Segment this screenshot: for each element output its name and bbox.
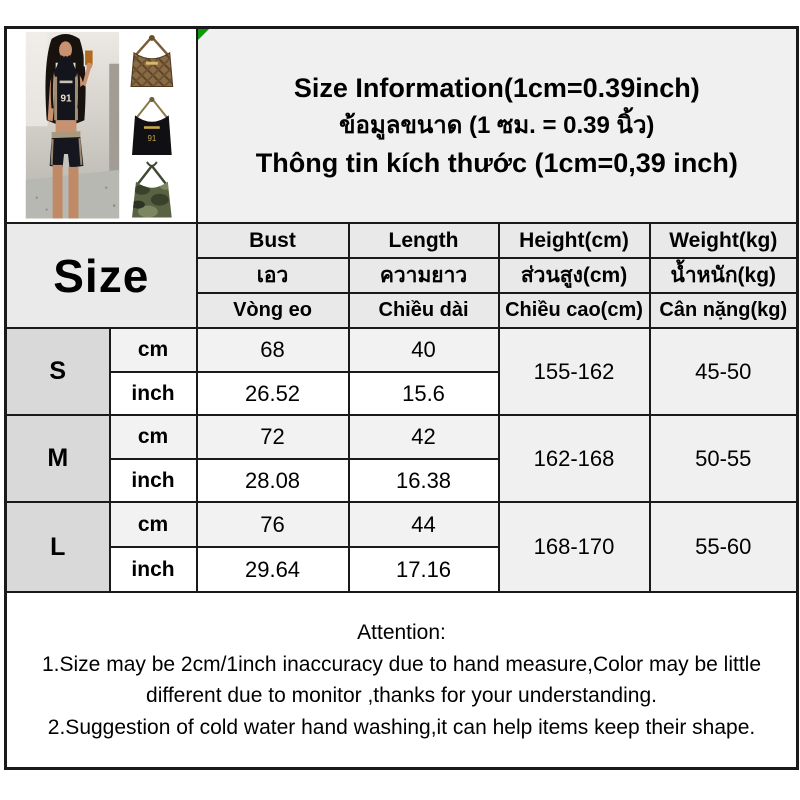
black-crop-top: 91 — [53, 55, 78, 121]
cell-s-bust-cm: 68 — [195, 327, 350, 374]
unit-label-cm: cm — [108, 414, 198, 461]
cell-s-length-inch: 15.6 — [347, 371, 500, 417]
attention-line-2: 2.Suggestion of cold water hand washing,… — [47, 715, 756, 739]
cell-l-length-cm: 44 — [347, 501, 500, 549]
unit-label-cm: cm — [108, 327, 198, 374]
size-table: 91 — [4, 26, 800, 770]
col-header-length-vi: Chiều dài — [347, 292, 500, 330]
cell-s-weight: 45-50 — [648, 327, 799, 417]
cell-s-length-cm: 40 — [347, 327, 500, 374]
col-header-length-th: ความยาว — [347, 257, 500, 295]
attention-heading: Attention: — [357, 621, 446, 645]
col-header-height-th: ส่วนสูง(cm) — [497, 257, 651, 295]
cell-m-weight: 50-55 — [648, 414, 799, 504]
col-header-bust-th: เอว — [195, 257, 350, 295]
title-en: Size Information(1cm=0.39inch) — [293, 72, 700, 103]
thumbnail-jersey-number-text: 91 — [147, 134, 156, 143]
size-row-label-m: M — [4, 414, 111, 504]
jersey-number-text: 91 — [61, 93, 73, 104]
cell-s-height: 155-162 — [497, 327, 651, 417]
size-row-label-s: S — [4, 327, 111, 417]
cell-l-bust-cm: 76 — [195, 501, 350, 549]
col-header-bust-en: Bust — [195, 222, 350, 260]
black-top-thumbnail: 91 — [132, 96, 172, 156]
cell-m-length-inch: 16.38 — [347, 458, 500, 504]
col-header-length-en: Length — [347, 222, 500, 260]
cell-l-bust-inch: 29.64 — [195, 546, 350, 594]
plaid-top-thumbnail — [130, 34, 174, 88]
cell-m-bust-inch: 28.08 — [195, 458, 350, 504]
cell-m-length-cm: 42 — [347, 414, 500, 461]
camo-top-thumbnail — [132, 161, 172, 218]
unit-label-inch: inch — [108, 458, 198, 504]
unit-label-cm: cm — [108, 501, 198, 549]
product-image-cell: 91 — [4, 26, 198, 225]
col-header-height-vi: Chiều cao(cm) — [497, 292, 651, 330]
shorts-waistband — [51, 131, 81, 140]
attention-line-1: 1.Size may be 2cm/1inch inaccuracy due t… — [42, 652, 762, 708]
product-photo-collage: 91 — [25, 31, 174, 219]
cell-s-bust-inch: 26.52 — [195, 371, 350, 417]
title-th: ข้อมูลขนาด (1 ซม. = 0.39 นิ้ว) — [339, 111, 655, 139]
col-header-weight-en: Weight(kg) — [648, 222, 799, 260]
unit-label-inch: inch — [108, 371, 198, 417]
cell-m-height: 162-168 — [497, 414, 651, 504]
cell-l-weight: 55-60 — [648, 501, 799, 594]
title-cell: Size Information(1cm=0.39inch) ข้อมูลขนา… — [195, 26, 799, 225]
col-header-height-en: Height(cm) — [497, 222, 651, 260]
col-header-weight-th: น้ำหนัก(kg) — [648, 257, 799, 295]
size-header-label: Size — [4, 222, 198, 330]
cell-l-length-inch: 17.16 — [347, 546, 500, 594]
black-shorts — [49, 137, 84, 168]
cell-m-bust-cm: 72 — [195, 414, 350, 461]
title-vi: Thông tin kích thước (1cm=0,39 inch) — [255, 147, 738, 178]
model-photo: 91 — [25, 31, 120, 219]
cell-l-height: 168-170 — [497, 501, 651, 594]
col-header-weight-vi: Cân nặng(kg) — [648, 292, 799, 330]
excel-comment-marker-icon — [198, 29, 209, 40]
size-row-label-l: L — [4, 501, 111, 594]
col-header-bust-vi: Vòng eo — [195, 292, 350, 330]
attention-note: Attention: 1.Size may be 2cm/1inch inacc… — [4, 591, 799, 770]
unit-label-inch: inch — [108, 546, 198, 594]
